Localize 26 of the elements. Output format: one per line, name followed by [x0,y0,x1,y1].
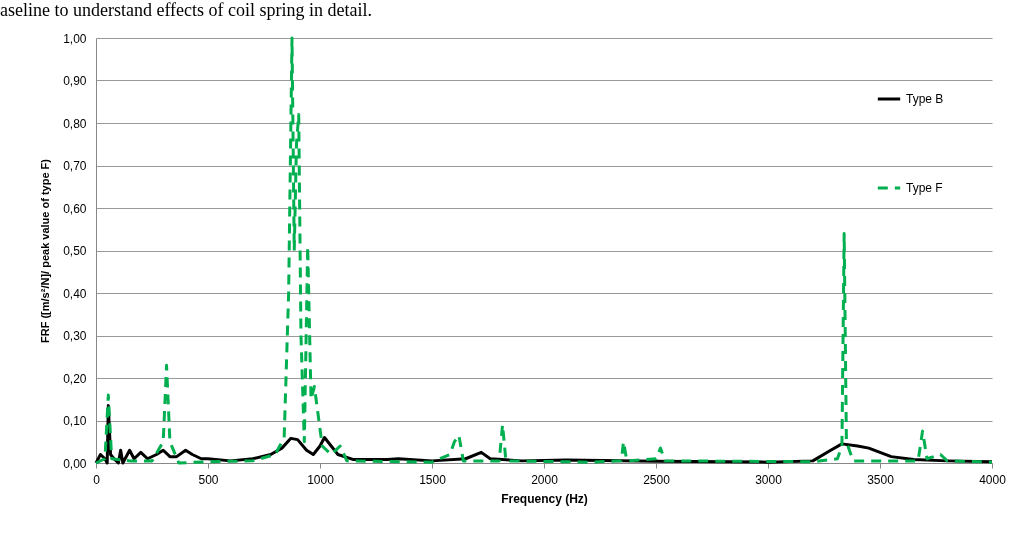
x-tick-label: 2000 [531,472,559,487]
y-tick-label: 0,60 [63,201,87,216]
y-tick-label: 0,80 [63,116,87,131]
y-tick-label: 0,90 [63,74,87,88]
x-tick-label: 2500 [643,472,671,487]
y-tick-label: 0,70 [63,159,87,173]
y-tick-label: 0,50 [63,244,87,258]
y-tick-label: 0,20 [63,371,87,386]
x-tick-label: 4000 [979,472,1007,487]
x-axis-title: Frequency (Hz) [501,491,588,506]
x-tick-label: 0 [93,472,101,487]
y-tick-label: 0,30 [63,329,87,343]
x-tick-label: 1500 [419,472,447,487]
text: aseline to understand effects of coil spring in detail. [0,0,373,21]
x-tick-label: 3000 [755,472,783,487]
line-series [94,36,994,465]
y-tick-label: 0,40 [63,286,87,301]
y-tick-label: 0,10 [63,414,87,428]
y-tick-label: 1,00 [63,31,87,46]
y-tick-label: 0,00 [63,456,87,471]
legend-label: Type B [906,92,944,106]
y-axis-title: FRF ([m/s²/N]/ peak value of type F) [39,158,52,343]
legend-label: Type F [906,181,943,195]
x-tick-label: 1000 [307,472,335,487]
x-tick-label: 3500 [867,472,895,487]
x-tick-label: 500 [198,472,219,487]
